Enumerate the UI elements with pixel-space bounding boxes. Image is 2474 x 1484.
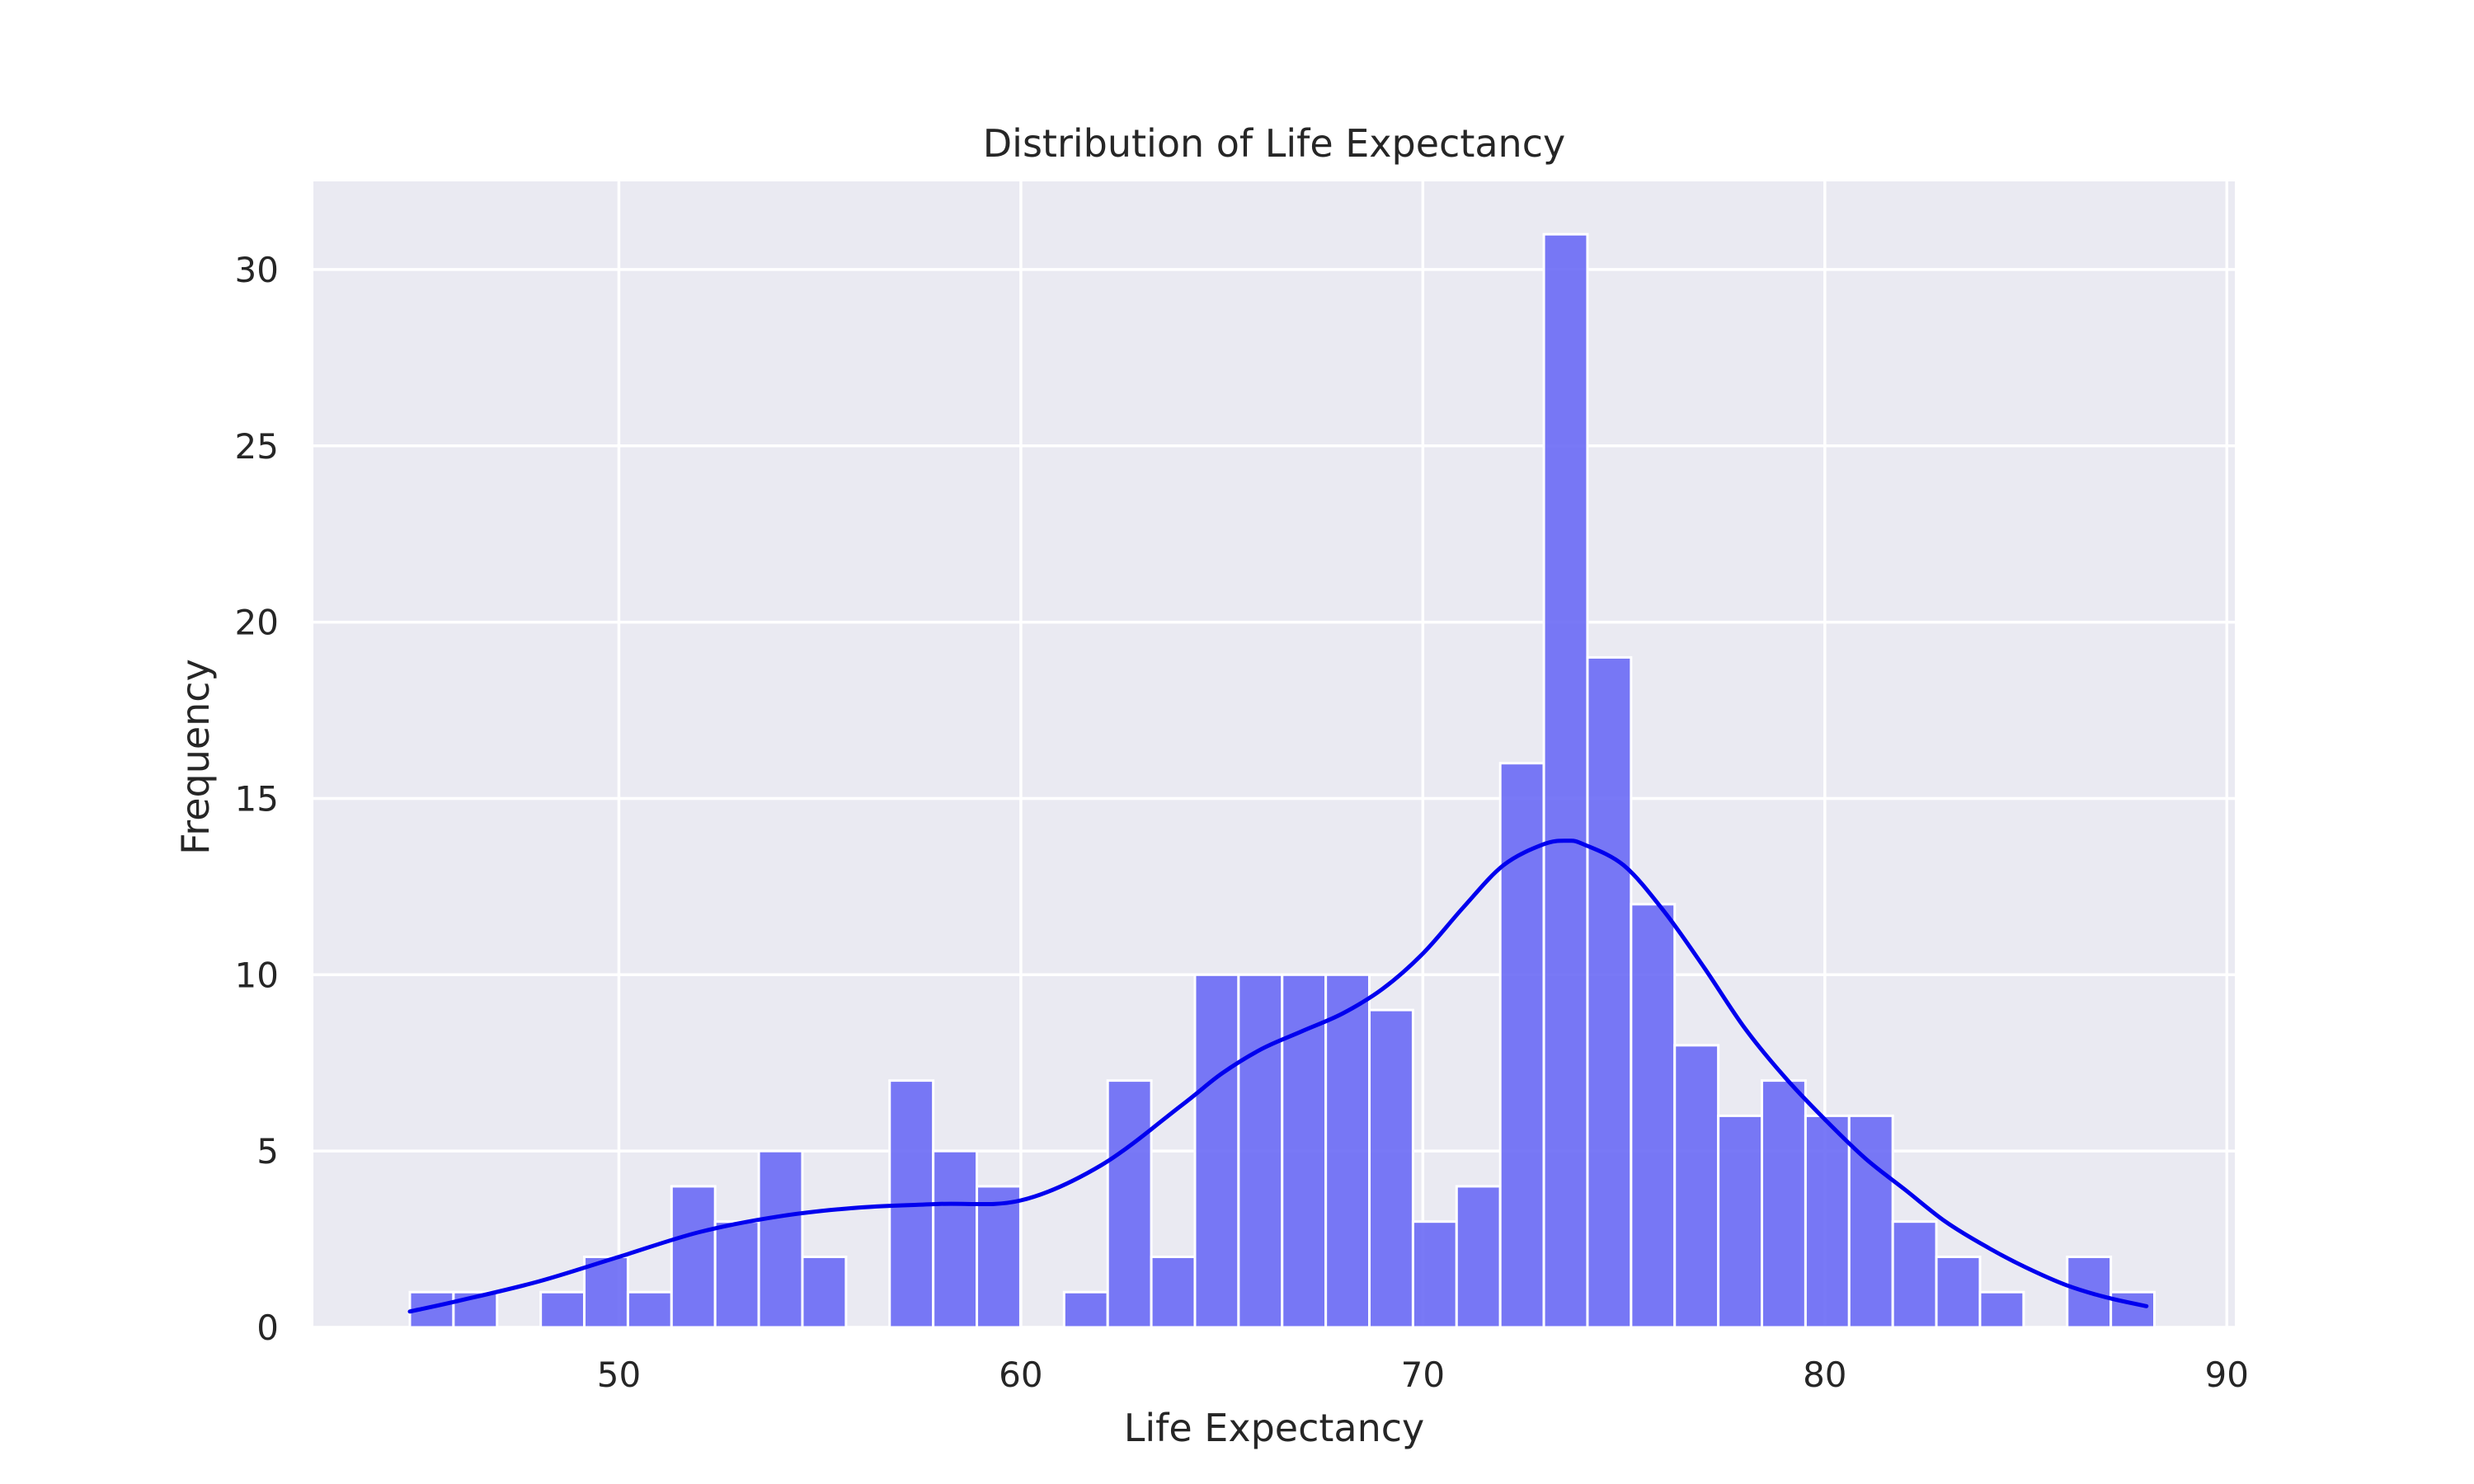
x-tick-label: 50 (597, 1355, 641, 1395)
kde-curve (407, 838, 2149, 1314)
histogram-bar (2109, 1290, 2157, 1329)
histogram-bar (1062, 1290, 1109, 1329)
histogram-bar (1193, 973, 1240, 1329)
histogram-bar (1237, 973, 1284, 1329)
x-tick-label: 80 (1803, 1355, 1846, 1395)
histogram-bar (801, 1255, 848, 1329)
histogram-bar (1324, 973, 1371, 1329)
histogram-bar (757, 1149, 804, 1329)
histogram-bar (1978, 1290, 2025, 1329)
histogram-bar (1368, 1008, 1414, 1329)
histogram-bar (1106, 1079, 1153, 1329)
histogram-bar (1542, 232, 1589, 1329)
x-tick-label: 70 (1401, 1355, 1445, 1395)
histogram-bar (1411, 1220, 1458, 1329)
histogram-bar (1935, 1255, 1982, 1329)
y-tick-label: 30 (235, 250, 279, 290)
histogram-bar (713, 1220, 760, 1329)
y-axis-ticks: 0 5 10 15 20 25 30 (235, 250, 279, 1348)
y-axis-label: Frequency (173, 659, 218, 855)
histogram-bar (626, 1290, 673, 1329)
histogram-bar (1717, 1114, 1764, 1329)
histogram-bar (1630, 903, 1677, 1329)
histogram-bar (1586, 655, 1633, 1329)
histogram-bar (1891, 1220, 1938, 1329)
y-tick-label: 5 (256, 1131, 279, 1172)
x-tick-label: 60 (999, 1355, 1042, 1395)
y-tick-label: 20 (235, 603, 279, 643)
x-axis-label: Life Expectancy (1124, 1406, 1425, 1450)
histogram-bars (408, 232, 2157, 1329)
histogram-bar (1498, 762, 1545, 1329)
histogram-bar (670, 1185, 717, 1329)
histogram-bar (1673, 1044, 1720, 1329)
x-tick-label: 90 (2205, 1355, 2249, 1395)
y-tick-label: 15 (235, 778, 279, 819)
histogram-bar (976, 1185, 1022, 1329)
y-tick-label: 0 (256, 1308, 279, 1348)
histogram-bar (1761, 1079, 1807, 1329)
histogram-bar (1455, 1185, 1502, 1329)
chart-title: Distribution of Life Expectancy (983, 121, 1565, 166)
histogram-bar (1150, 1255, 1197, 1329)
y-tick-label: 10 (235, 955, 279, 995)
histogram-bar (1281, 973, 1328, 1329)
x-axis-ticks: 50 60 70 80 90 (597, 1355, 2249, 1395)
histogram-bar (539, 1290, 586, 1329)
histogram-bar (932, 1149, 979, 1329)
histogram-bar (583, 1255, 629, 1329)
histogram-bar (1804, 1114, 1851, 1329)
y-tick-label: 25 (235, 426, 279, 467)
